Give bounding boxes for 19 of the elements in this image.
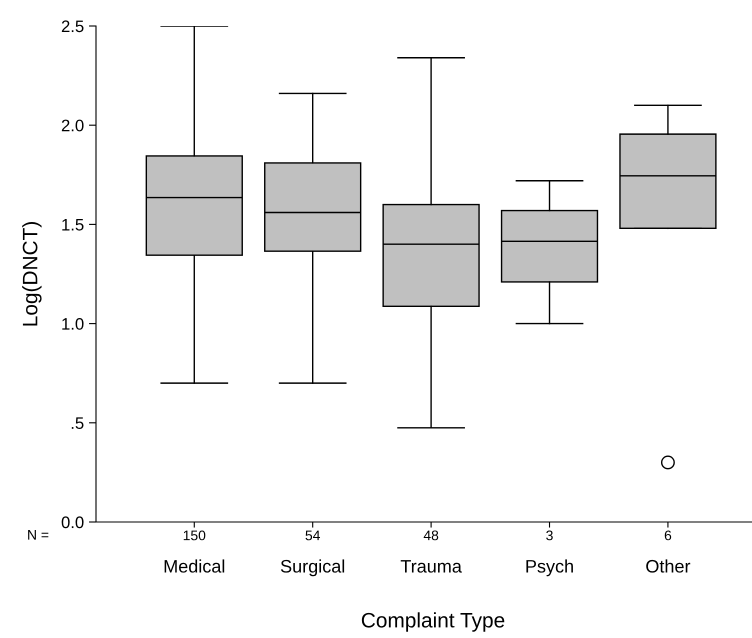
x-tick-label: Psych: [526, 559, 573, 576]
text: N =: [28, 530, 48, 540]
y-tick-label: 1.0: [62, 318, 84, 330]
y-axis-title: Log(DNCT): [22, 222, 42, 326]
y-tick-label: 2.5: [62, 20, 84, 32]
x-tick-label: Trauma: [400, 560, 462, 573]
text: 6: [664, 530, 672, 540]
x-axis-title: Complaint Type: [362, 612, 504, 632]
y-tick-label: 2.0: [62, 120, 84, 132]
y-tick-label: .5: [72, 417, 84, 430]
x-tick-label: Medical: [164, 559, 224, 573]
text: 3: [546, 530, 553, 540]
text: 150: [184, 530, 206, 540]
y-tick-label: 0.0: [62, 516, 84, 528]
y-tick-label: 1.5: [62, 218, 84, 231]
text: 54: [306, 530, 320, 540]
x-tick-label: Surgical: [280, 559, 344, 576]
x-tick-label: Other: [646, 559, 690, 573]
text: 48: [424, 530, 438, 540]
